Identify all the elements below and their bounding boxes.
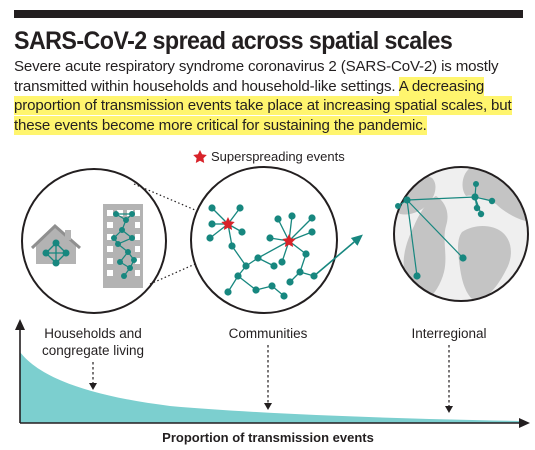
- x-axis-label: Proportion of transmission events: [162, 430, 374, 445]
- communities-circle: [190, 166, 363, 314]
- superspreader-star-icon: [282, 234, 296, 247]
- figure-title: SARS-CoV-2 spread across spatial scales: [14, 27, 453, 55]
- superspreader-star-icon: [221, 217, 235, 230]
- axes: [19, 328, 521, 424]
- house-icon: [30, 223, 81, 267]
- superspreading-star-icon: [193, 150, 207, 163]
- communities-arrow-icon: [264, 403, 272, 410]
- top-rule: [14, 10, 523, 18]
- superspreading-label: Superspreading events: [211, 149, 345, 164]
- superspreading-legend: Superspreading events: [193, 149, 345, 164]
- description-plain: Severe acute respiratory syndrome corona…: [14, 58, 499, 95]
- x-axis-arrow-icon: [519, 418, 530, 428]
- interregional-arrow-icon: [445, 406, 453, 413]
- y-axis-arrow-icon: [15, 319, 25, 330]
- households-label-line1: Households and: [44, 326, 142, 341]
- building-icon: [103, 204, 143, 288]
- interregional-globe: [393, 166, 529, 302]
- description-highlight: A decreasing proportion of transmission …: [14, 76, 512, 135]
- figure-description: Severe acute respiratory syndrome corona…: [14, 57, 523, 135]
- households-arrow-icon: [89, 383, 97, 390]
- transmission-proportion-curve: [20, 352, 521, 423]
- interregional-label: Interregional: [411, 326, 486, 341]
- scale-pointers: [92, 345, 450, 406]
- households-label-line2: congregate living: [42, 343, 144, 358]
- households-circle: [21, 168, 167, 314]
- communities-label: Communities: [229, 326, 308, 341]
